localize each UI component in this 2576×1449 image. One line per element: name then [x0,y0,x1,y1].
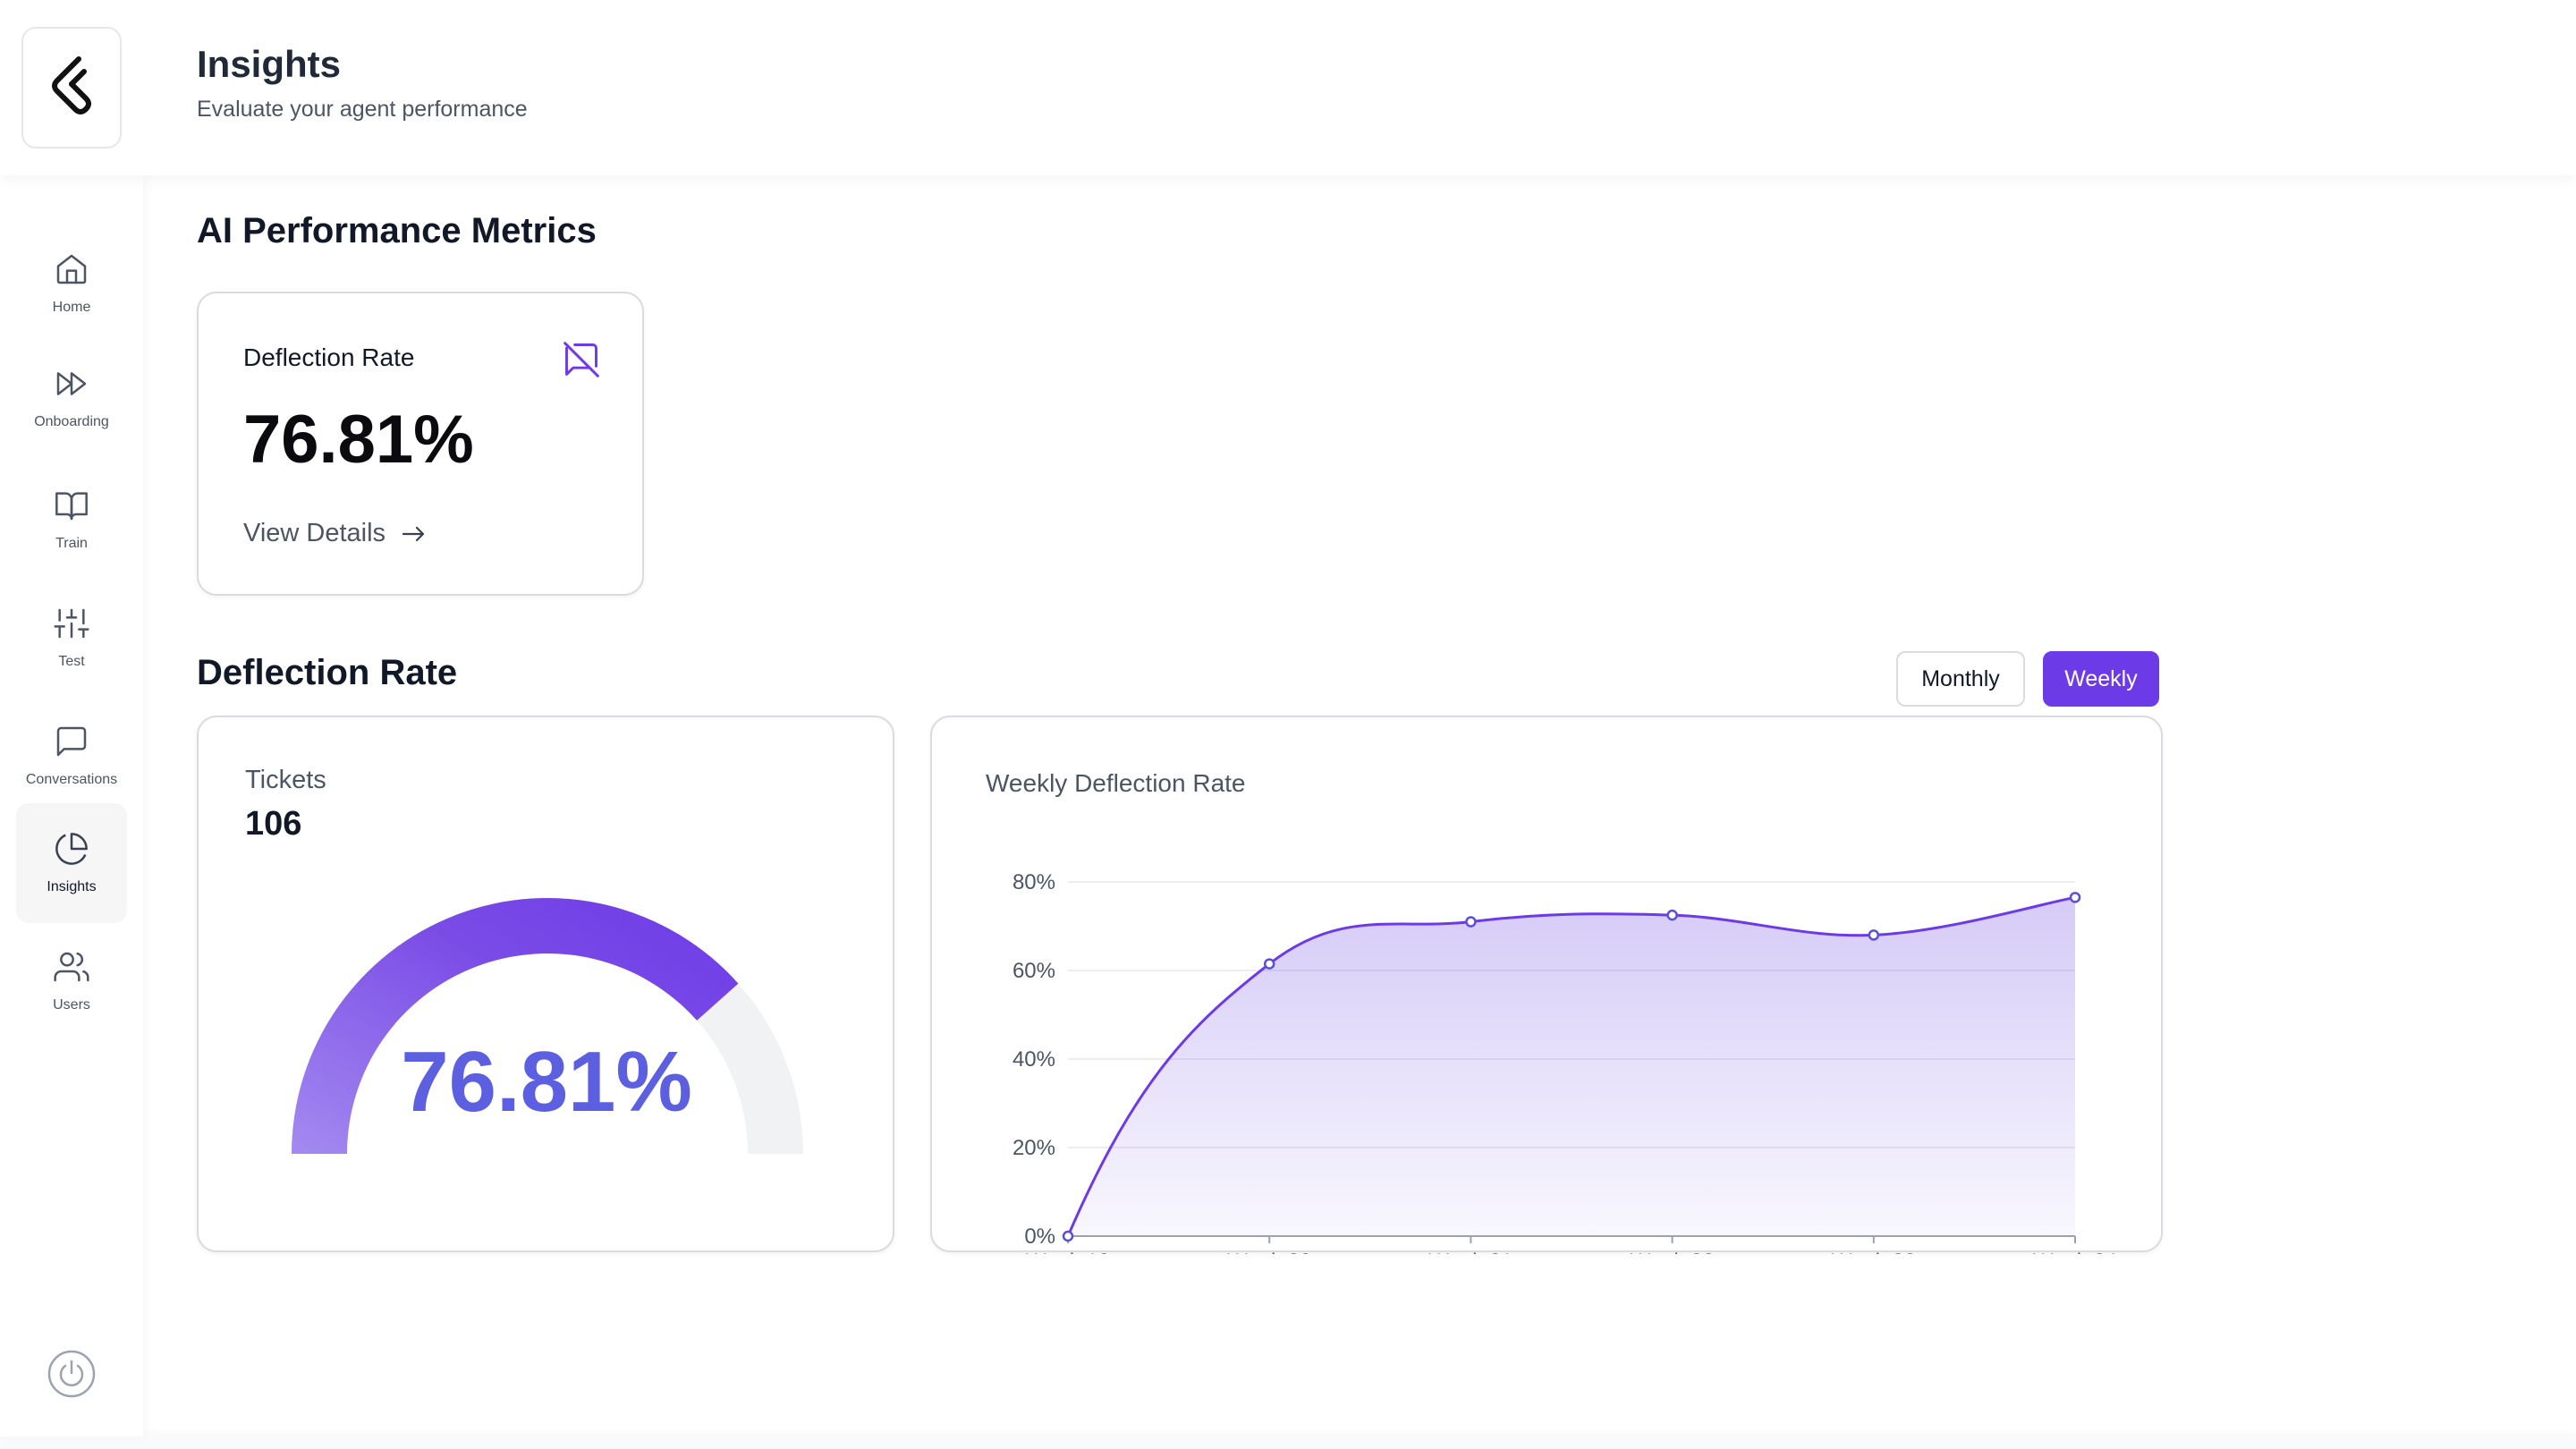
book-open-icon [55,492,88,521]
x-tick-label: Week 19 [1026,1250,1110,1254]
weekly-deflection-chart: 0% 20% 40% 60% 80% Week 19 Week 20 Week 21 Week … [1013,870,2117,1254]
sidebar-item-onboarding[interactable]: Onboarding [16,338,127,458]
sidebar: Home Onboarding Train Test Conversations… [0,175,143,1436]
y-tick-label: 60% [1013,959,1055,983]
chart-area-fill [1068,897,2075,1236]
top-header: Insights Evaluate your agent performance [0,0,2576,175]
sidebar-item-label: Conversations [25,772,118,787]
sidebar-item-label: Home [52,300,91,315]
page-subtitle: Evaluate your agent performance [197,97,528,122]
page-title: Insights [197,43,342,85]
sidebar-item-insights[interactable]: Insights [16,803,127,923]
sliders-icon [54,608,89,639]
gauge-fill [292,898,739,1154]
sidebar-item-home[interactable]: Home [16,224,127,343]
weekly-deflection-chart-card: Weekly Deflection Rate 0% 20% 40% 60% 80% Wee… [930,716,2163,1254]
tickets-gauge-card: Tickets 106 76.81% [197,716,894,1252]
chart-data-point[interactable] [1868,929,1880,941]
home-icon [56,254,87,284]
metric-label: Deflection Rate [243,343,415,371]
sidebar-item-test[interactable]: Test [16,578,127,698]
sidebar-item-train[interactable]: Train [16,460,127,580]
pie-chart-icon [55,833,88,865]
y-tick-label: 40% [1013,1047,1055,1072]
sidebar-item-label: Train [55,536,88,551]
deflection-section-title: Deflection Rate [197,653,458,692]
weekly-toggle-button[interactable]: Weekly [2043,651,2159,707]
chart-data-point[interactable] [1263,958,1275,970]
chart-data-point[interactable] [1666,909,1678,921]
app-logo[interactable] [21,27,122,148]
chart-data-point[interactable] [1465,916,1477,928]
chart-data-point[interactable] [1062,1230,1074,1242]
sidebar-item-label: Onboarding [34,414,109,429]
metric-value: 76.81% [243,402,474,478]
monthly-toggle-button[interactable]: Monthly [1896,651,2025,707]
x-tick-label: Week 23 [1832,1250,1916,1254]
tickets-value: 106 [245,805,302,843]
sidebar-item-conversations[interactable]: Conversations [16,696,127,816]
logo-icon [52,56,91,114]
sidebar-item-users[interactable]: Users [16,921,127,1041]
sidebar-item-label: Test [58,654,85,669]
x-tick-label: Week 21 [1428,1250,1513,1254]
message-square-icon [56,726,87,757]
power-icon[interactable] [47,1349,97,1399]
gauge-value-label: 76.81% [401,1034,692,1130]
message-off-icon [564,342,599,377]
y-tick-label: 0% [1024,1224,1055,1249]
bottom-strip [0,1435,2576,1449]
chart-series-line [1066,895,2076,1237]
chart-data-point[interactable] [2069,892,2081,903]
y-tick-label: 20% [1013,1136,1055,1160]
metrics-section-title: AI Performance Metrics [197,211,597,250]
y-tick-label: 80% [1013,870,1055,894]
view-details-label: View Details [243,519,386,547]
chart-title: Weekly Deflection Rate [986,769,1246,797]
users-icon [54,952,89,982]
sidebar-item-label: Insights [47,879,97,894]
x-tick-label: Week 20 [1227,1250,1311,1254]
x-tick-label: Week 24 [2033,1250,2117,1254]
fast-forward-icon [56,372,87,395]
view-details-link[interactable]: View Details [243,519,427,548]
x-tick-label: Week 22 [1630,1250,1714,1254]
deflection-metric-card[interactable]: Deflection Rate 76.81% View Details [197,292,644,596]
sidebar-item-label: Users [53,997,90,1013]
tickets-label: Tickets [245,766,326,794]
arrow-right-icon [402,526,425,541]
deflection-gauge: 76.81% [292,898,803,1154]
